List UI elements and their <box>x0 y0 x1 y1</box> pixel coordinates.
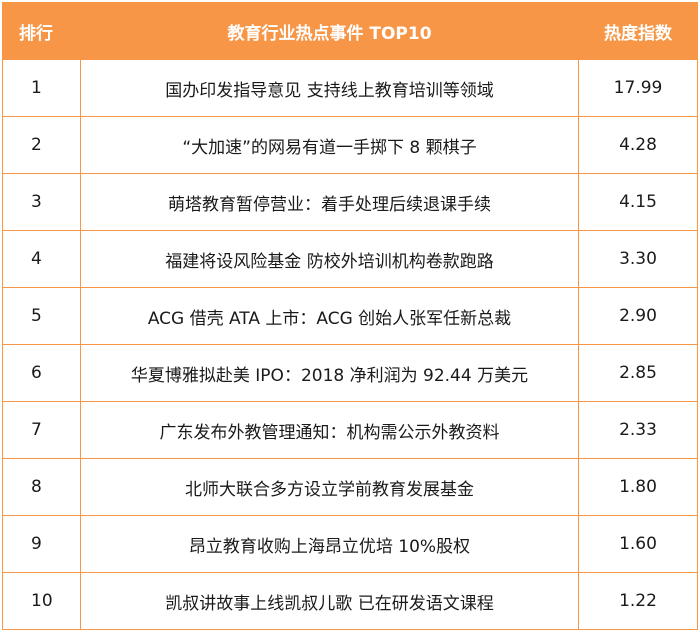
table-row: 3 萌塔教育暂停营业：着手处理后续退课手续 4.15 <box>2 173 698 231</box>
event-cell: 北师大联合多方设立学前教育发展基金 <box>80 458 579 516</box>
score-cell: 1.80 <box>578 458 698 516</box>
event-cell: 昂立教育收购上海昂立优培 10%股权 <box>80 515 579 573</box>
score-cell: 2.33 <box>578 401 698 459</box>
table-row: 2 “大加速”的网易有道一手掷下 8 颗棋子 4.28 <box>2 116 698 174</box>
rank-cell: 10 <box>2 572 81 630</box>
event-cell: ACG 借壳 ATA 上市：ACG 创始人张军任新总裁 <box>80 287 579 345</box>
rank-cell: 9 <box>2 515 81 573</box>
event-cell: 福建将设风险基金 防校外培训机构卷款跑路 <box>80 230 579 288</box>
score-cell: 1.60 <box>578 515 698 573</box>
score-cell: 4.28 <box>578 116 698 174</box>
score-cell: 3.30 <box>578 230 698 288</box>
table-row: 4 福建将设风险基金 防校外培训机构卷款跑路 3.30 <box>2 230 698 288</box>
score-cell: 17.99 <box>578 59 698 117</box>
score-cell: 2.90 <box>578 287 698 345</box>
event-cell: “大加速”的网易有道一手掷下 8 颗棋子 <box>80 116 579 174</box>
event-cell: 华夏博雅拟赴美 IPO：2018 净利润为 92.44 万美元 <box>80 344 579 402</box>
score-cell: 1.22 <box>578 572 698 630</box>
rank-cell: 1 <box>2 59 81 117</box>
rank-cell: 4 <box>2 230 81 288</box>
rank-cell: 7 <box>2 401 81 459</box>
table-row: 1 国办印发指导意见 支持线上教育培训等领域 17.99 <box>2 59 698 117</box>
rank-cell: 2 <box>2 116 81 174</box>
table-row: 9 昂立教育收购上海昂立优培 10%股权 1.60 <box>2 515 698 573</box>
event-cell: 广东发布外教管理通知：机构需公示外教资料 <box>80 401 579 459</box>
table-row: 10 凯叔讲故事上线凯叔儿歌 已在研发语文课程 1.22 <box>2 572 698 630</box>
table-row: 8 北师大联合多方设立学前教育发展基金 1.80 <box>2 458 698 516</box>
table-row: 5 ACG 借壳 ATA 上市：ACG 创始人张军任新总裁 2.90 <box>2 287 698 345</box>
score-cell: 4.15 <box>578 173 698 231</box>
event-cell: 萌塔教育暂停营业：着手处理后续退课手续 <box>80 173 579 231</box>
rank-cell: 8 <box>2 458 81 516</box>
header-rank: 排行 <box>2 2 81 60</box>
table-row: 6 华夏博雅拟赴美 IPO：2018 净利润为 92.44 万美元 2.85 <box>2 344 698 402</box>
table-header-row: 排行 教育行业热点事件 TOP10 热度指数 <box>2 2 698 60</box>
table-row: 7 广东发布外教管理通知：机构需公示外教资料 2.33 <box>2 401 698 459</box>
rank-cell: 6 <box>2 344 81 402</box>
rank-cell: 3 <box>2 173 81 231</box>
header-event: 教育行业热点事件 TOP10 <box>80 2 579 60</box>
event-cell: 国办印发指导意见 支持线上教育培训等领域 <box>80 59 579 117</box>
rank-cell: 5 <box>2 287 81 345</box>
score-cell: 2.85 <box>578 344 698 402</box>
event-cell: 凯叔讲故事上线凯叔儿歌 已在研发语文课程 <box>80 572 579 630</box>
header-score: 热度指数 <box>578 2 698 60</box>
